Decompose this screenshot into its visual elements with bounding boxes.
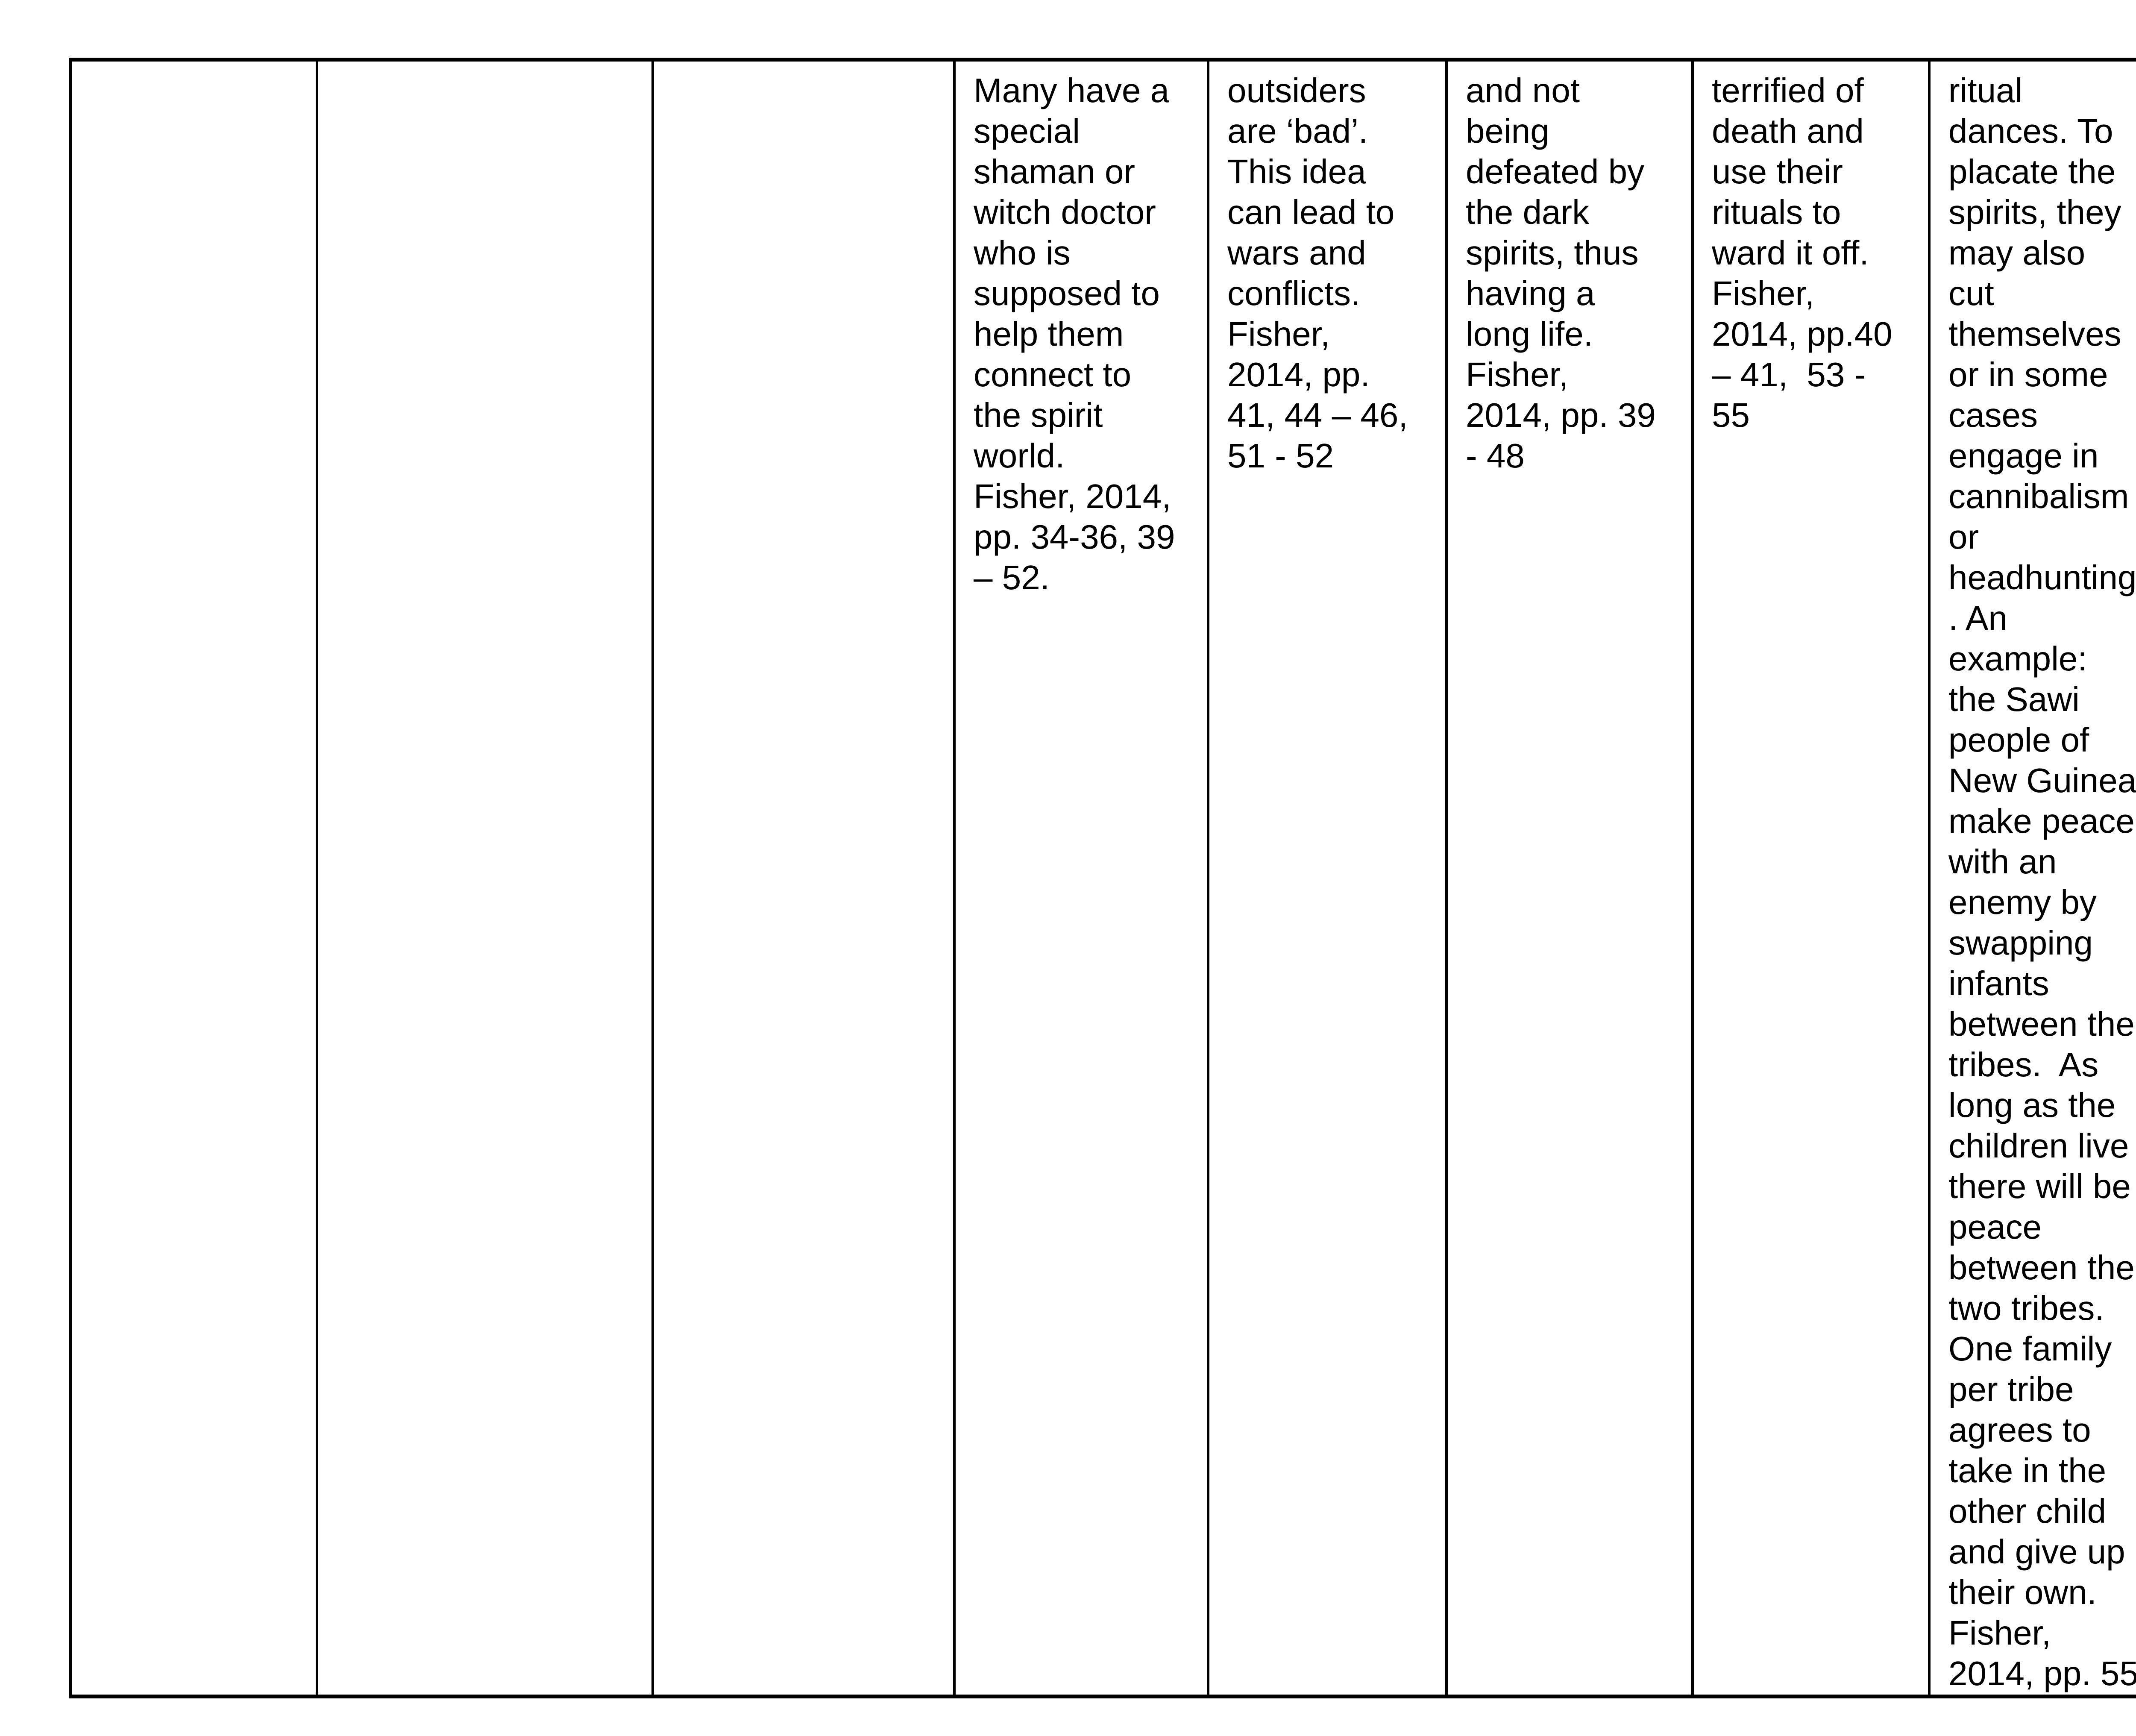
table-cell-6: and not being defeated by the dark spiri… <box>1445 62 1691 1695</box>
table-cell-4: Many have a special shaman or witch doct… <box>953 62 1207 1695</box>
table-cell-7: terrified of death and use their rituals… <box>1691 62 1928 1695</box>
table-cell-5: outsiders are ‘bad’. This idea can lead … <box>1207 62 1445 1695</box>
table-cell-1 <box>69 62 316 1695</box>
table-cell-8: ritual dances. To placate the spirits, t… <box>1928 62 2136 1695</box>
comparison-table: Many have a special shaman or witch doct… <box>69 58 2136 1698</box>
table-cell-2 <box>316 62 651 1695</box>
table-cell-3 <box>651 62 953 1695</box>
